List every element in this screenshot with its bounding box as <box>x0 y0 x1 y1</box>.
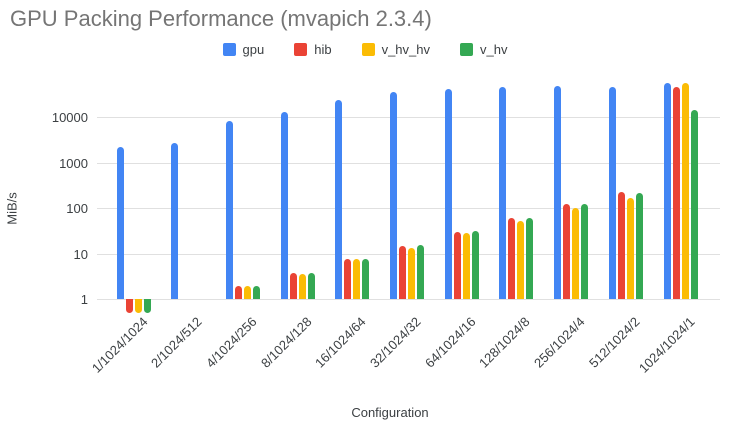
bar-gpu[interactable] <box>280 111 288 299</box>
bar-v_hv_hv[interactable] <box>681 82 689 299</box>
bar-gpu[interactable] <box>499 87 507 299</box>
bar-v_hv_hv[interactable] <box>243 286 251 299</box>
bar-v_hv_hv[interactable] <box>517 220 525 299</box>
bar-v_hv_hv[interactable] <box>353 259 361 299</box>
bar-v_hv[interactable] <box>581 204 589 299</box>
bar-v_hv_hv[interactable] <box>462 233 470 299</box>
legend-label: hib <box>314 42 332 57</box>
bar-gpu[interactable] <box>335 99 343 299</box>
bar-hib[interactable] <box>563 203 571 299</box>
bar-v_hv[interactable] <box>307 273 315 299</box>
bar-v_hv[interactable] <box>362 258 370 299</box>
bar-hib[interactable] <box>289 273 297 299</box>
bar-hib[interactable] <box>399 246 406 299</box>
bar-v_hv_hv[interactable] <box>134 299 142 313</box>
bar-hib[interactable] <box>617 191 625 299</box>
bar-v_hv[interactable] <box>526 218 534 299</box>
legend-item-v_hv: v_hv <box>460 42 507 57</box>
legend-swatch-icon <box>361 43 375 56</box>
bar-v_hv[interactable] <box>417 244 424 299</box>
bar-hib[interactable] <box>234 286 242 299</box>
y-tick-label: 100 <box>66 201 88 216</box>
bar-gpu[interactable] <box>171 142 179 299</box>
legend-item-gpu: gpu <box>222 42 265 57</box>
bar-gpu[interactable] <box>225 121 233 299</box>
y-axis-title: MiB/s <box>4 192 20 225</box>
y-tick-label: 10000 <box>51 110 88 125</box>
legend-label: v_hv_hv <box>381 42 430 57</box>
y-tick-label: 1000 <box>59 155 88 171</box>
bar-hib[interactable] <box>672 86 680 299</box>
bar-gpu[interactable] <box>663 83 671 299</box>
bar-v_hv_hv[interactable] <box>626 197 634 299</box>
bar-hib[interactable] <box>453 231 461 299</box>
chart-title: GPU Packing Performance (mvapich 2.3.4) <box>10 6 432 31</box>
bar-v_hv[interactable] <box>252 286 260 299</box>
bar-hib[interactable] <box>344 258 352 299</box>
bar-v_hv_hv[interactable] <box>572 208 580 299</box>
bar-v_hv[interactable] <box>635 192 643 299</box>
legend-swatch-icon <box>294 43 308 56</box>
legend-item-hib: hib <box>294 42 332 57</box>
x-axis-title: Configuration <box>351 405 429 420</box>
y-tick-label: 1 <box>80 292 88 307</box>
bar-v_hv_hv[interactable] <box>408 247 415 299</box>
gridline <box>97 162 720 164</box>
legend-swatch-icon <box>222 43 236 56</box>
bar-gpu[interactable] <box>390 92 397 299</box>
bar-v_hv[interactable] <box>471 231 479 299</box>
legend: gpu hib v_hv_hv v_hv <box>0 42 730 57</box>
legend-item-v_hv_hv: v_hv_hv <box>361 42 430 57</box>
bar-hib[interactable] <box>125 299 133 313</box>
legend-swatch-icon <box>460 43 473 56</box>
bar-gpu[interactable] <box>444 88 452 299</box>
legend-label: v_hv <box>480 42 508 57</box>
gridline <box>97 117 720 118</box>
y-tick-label: 10 <box>73 246 88 262</box>
bar-gpu[interactable] <box>608 86 616 299</box>
legend-label: gpu <box>242 42 265 57</box>
bar-gpu[interactable] <box>554 86 562 299</box>
gridline <box>97 299 720 300</box>
gridline <box>97 208 720 209</box>
bar-v_hv_hv[interactable] <box>298 273 306 299</box>
bar-gpu[interactable] <box>116 146 124 299</box>
bar-v_hv[interactable] <box>143 299 151 313</box>
bar-v_hv[interactable] <box>690 110 698 299</box>
bar-hib[interactable] <box>508 218 516 299</box>
